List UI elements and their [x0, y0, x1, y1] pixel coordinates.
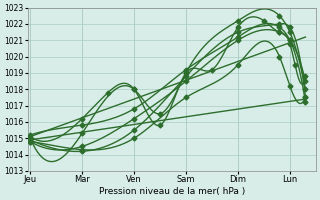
X-axis label: Pression niveau de la mer( hPa ): Pression niveau de la mer( hPa )	[99, 187, 245, 196]
